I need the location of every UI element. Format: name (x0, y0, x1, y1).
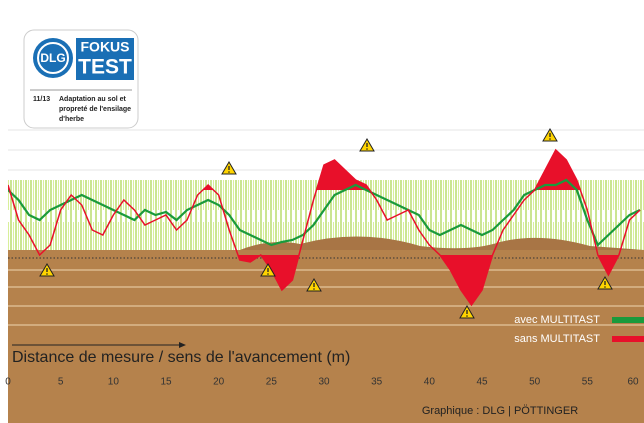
warning-dot (313, 288, 315, 290)
legend-label: sans MULTITAST (514, 333, 600, 345)
badge-issue: 11/13 (33, 96, 50, 103)
chart: DLG FOKUS TEST 11/13 Adaptation au sol e… (0, 0, 644, 423)
badge-word: FOKUS (81, 39, 130, 55)
legend-swatch (612, 317, 644, 323)
x-tick-label: 30 (318, 377, 330, 388)
x-tick-label: 40 (424, 377, 436, 388)
x-tick-label: 25 (266, 377, 278, 388)
x-tick-label: 5 (58, 377, 64, 388)
warning-dot (466, 315, 468, 317)
x-tick-label: 50 (529, 377, 541, 388)
badge-word: TEST (78, 56, 132, 79)
warning-dot (228, 171, 230, 173)
x-axis-title: Distance de mesure / sens de l'avancemen… (12, 349, 350, 366)
x-tick-label: 20 (213, 377, 225, 388)
x-tick-label: 10 (108, 377, 120, 388)
badge-subject: Adaptation au sol et (59, 96, 127, 103)
warning-dot (366, 148, 368, 150)
legend-swatch (612, 336, 644, 342)
x-tick-label: 60 (627, 377, 639, 388)
warning-dot (267, 273, 269, 275)
x-tick-label: 15 (160, 377, 172, 388)
page: {"chart_data": {"type": "line", "x": [0,… (0, 0, 644, 423)
x-tick-label: 0 (5, 377, 11, 388)
x-tick-label: 45 (476, 377, 488, 388)
x-tick-label: 35 (371, 377, 383, 388)
badge-subject: propreté de l'ensilage (59, 106, 131, 113)
warning-dot (549, 138, 551, 140)
legend-label: avec MULTITAST (514, 314, 600, 326)
credit: Graphique : DLG | PÖTTINGER (422, 405, 578, 417)
badge-logo: DLG (40, 51, 65, 65)
badge-subject: d'herbe (59, 116, 84, 123)
warning-dot (46, 273, 48, 275)
warning-dot (604, 286, 606, 288)
x-tick-label: 55 (582, 377, 594, 388)
